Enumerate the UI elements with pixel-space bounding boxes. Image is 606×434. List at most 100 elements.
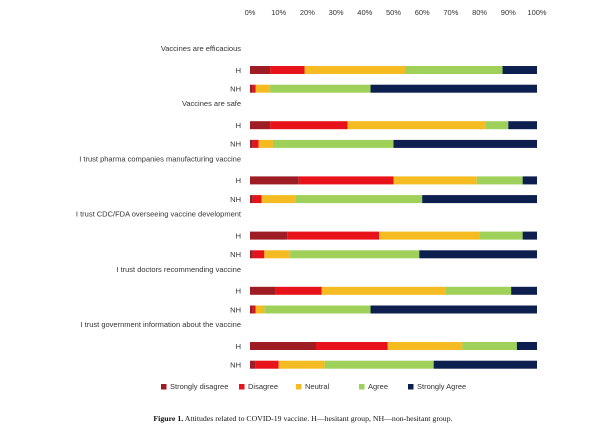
- bar-row: H: [236, 121, 537, 130]
- question-label: I trust CDC/FDA overseeing vaccine devel…: [76, 210, 242, 219]
- bar-segment: [404, 66, 503, 74]
- bar-segment: [370, 305, 537, 314]
- x-axis-ticks: 0% 10% 20% 30% 40% 50% 60% 70% 80% 90% 100%: [245, 8, 547, 17]
- caption-text: Attitudes related to COVID-19 vaccine. H…: [184, 414, 453, 423]
- bar-segment: [502, 66, 537, 74]
- x-tick-label: 0%: [245, 8, 256, 17]
- bar-row: NH: [230, 195, 537, 204]
- legend-label: Strongly disagree: [170, 382, 228, 391]
- legend-label: Strongly Agree: [417, 382, 466, 391]
- question-label: I trust pharma companies manufacturing v…: [79, 154, 241, 163]
- figure-caption: Figure 1. Attitudes related to COVID-19 …: [0, 414, 606, 423]
- bar-segment: [522, 231, 537, 240]
- bar-segment: [324, 360, 434, 369]
- caption-label: Figure 1.: [153, 414, 184, 423]
- bar-segment: [255, 305, 265, 314]
- bar-row: NH: [230, 85, 537, 94]
- bar-segment: [250, 231, 288, 240]
- legend: Strongly disagree Disagree Neutral Agree Str…: [161, 382, 466, 391]
- bar-segment: [321, 286, 446, 295]
- row-label: H: [236, 287, 241, 296]
- question-group: I trust doctors recommending vaccine H NH: [116, 265, 537, 314]
- bar-segment: [422, 195, 537, 204]
- row-label: H: [236, 176, 241, 185]
- bar-row: NH: [230, 140, 537, 149]
- bar-segment: [290, 250, 420, 259]
- legend-label: Agree: [368, 382, 388, 391]
- legend-label: Disagree: [248, 382, 278, 391]
- bar-segment: [270, 66, 305, 74]
- bar-segment: [270, 121, 348, 130]
- bar-segment: [516, 342, 537, 350]
- bar-segment: [252, 84, 256, 93]
- bar-row: H: [236, 287, 537, 296]
- legend-swatch: [239, 384, 245, 390]
- bar-segment: [275, 286, 322, 295]
- x-tick-label: 80%: [472, 8, 487, 17]
- legend-item: Agree: [359, 382, 388, 391]
- question-group: I trust government information about the…: [80, 320, 537, 370]
- bar-segment: [250, 84, 253, 93]
- bar-segment: [304, 66, 405, 74]
- bar-segment: [511, 286, 537, 295]
- bar-row: NH: [230, 305, 537, 314]
- bar-segment: [278, 360, 325, 369]
- bar-segment: [287, 231, 380, 240]
- question-label: Vaccines are efficacious: [161, 44, 241, 53]
- row-label: NH: [230, 85, 241, 94]
- bar-segment: [258, 139, 273, 148]
- legend-swatch: [296, 384, 302, 390]
- legend-swatch: [359, 384, 365, 390]
- bar-segment: [250, 139, 253, 148]
- question-group: Vaccines are efficacious H NH: [161, 44, 537, 94]
- bar-segment: [370, 84, 537, 93]
- bar-segment: [261, 195, 296, 204]
- bar-segment: [419, 250, 537, 259]
- bar-segment: [252, 139, 259, 148]
- x-tick-label: 60%: [415, 8, 430, 17]
- row-label: NH: [230, 361, 241, 370]
- row-label: H: [236, 231, 241, 240]
- question-label: I trust doctors recommending vaccine: [116, 265, 241, 274]
- question-group: Vaccines are safe H NH: [182, 99, 537, 149]
- x-tick-label: 30%: [329, 8, 344, 17]
- bar-segment: [295, 195, 423, 204]
- bar-segment: [485, 121, 509, 130]
- x-tick-label: 90%: [501, 8, 516, 17]
- row-label: NH: [230, 195, 241, 204]
- bar-segment: [379, 231, 480, 240]
- row-label: H: [236, 342, 241, 351]
- legend-item: Strongly Agree: [408, 382, 466, 391]
- row-label: NH: [230, 305, 241, 314]
- x-tick-label: 100%: [527, 8, 547, 17]
- bar-segment: [387, 342, 463, 350]
- row-label: H: [236, 66, 241, 75]
- bar-segment: [347, 121, 486, 130]
- question-label: I trust government information about the…: [80, 320, 241, 329]
- bar-segment: [250, 195, 253, 204]
- bar-segment: [462, 342, 517, 350]
- bar-segment: [433, 360, 537, 369]
- bar-segment: [270, 84, 371, 93]
- x-tick-label: 70%: [443, 8, 458, 17]
- bar-segment: [316, 342, 388, 350]
- bar-segment: [264, 305, 371, 314]
- x-tick-label: 50%: [386, 8, 401, 17]
- bar-segment: [272, 139, 394, 148]
- bar-row: NH: [230, 361, 537, 370]
- bar-segment: [264, 250, 291, 259]
- bar-segment: [445, 286, 512, 295]
- bar-segment: [252, 305, 256, 314]
- row-label: NH: [230, 140, 241, 149]
- legend-item: Strongly disagree: [161, 382, 228, 391]
- bar-segment: [250, 66, 271, 74]
- bar-segment: [252, 250, 265, 259]
- bar-segment: [250, 176, 299, 185]
- x-tick-label: 20%: [300, 8, 315, 17]
- bar-segment: [250, 342, 317, 350]
- bar-row: H: [236, 66, 537, 75]
- bar-row: NH: [230, 250, 537, 259]
- bar-segment: [479, 231, 523, 240]
- question-group: I trust pharma companies manufacturing v…: [79, 154, 537, 204]
